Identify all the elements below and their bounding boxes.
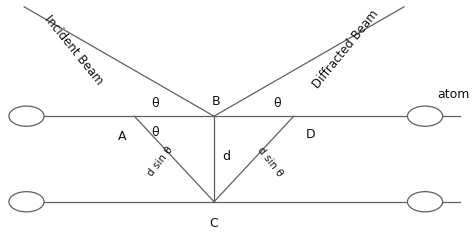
Text: A: A	[118, 130, 127, 143]
Text: θ: θ	[273, 97, 281, 110]
Text: θ: θ	[152, 97, 159, 110]
Text: C: C	[210, 217, 219, 230]
Text: Incident Beam: Incident Beam	[41, 12, 105, 87]
Ellipse shape	[9, 106, 44, 126]
Text: atom: atom	[438, 88, 470, 101]
Text: θ: θ	[152, 126, 159, 139]
Text: d sin θ: d sin θ	[255, 144, 285, 178]
Ellipse shape	[408, 192, 443, 212]
Ellipse shape	[9, 192, 44, 212]
Text: B: B	[212, 95, 221, 108]
Text: D: D	[305, 128, 315, 141]
Text: d: d	[222, 150, 230, 163]
Text: d sin θ: d sin θ	[146, 144, 175, 178]
Text: Diffracted Beam: Diffracted Beam	[310, 8, 381, 91]
Ellipse shape	[408, 106, 443, 126]
